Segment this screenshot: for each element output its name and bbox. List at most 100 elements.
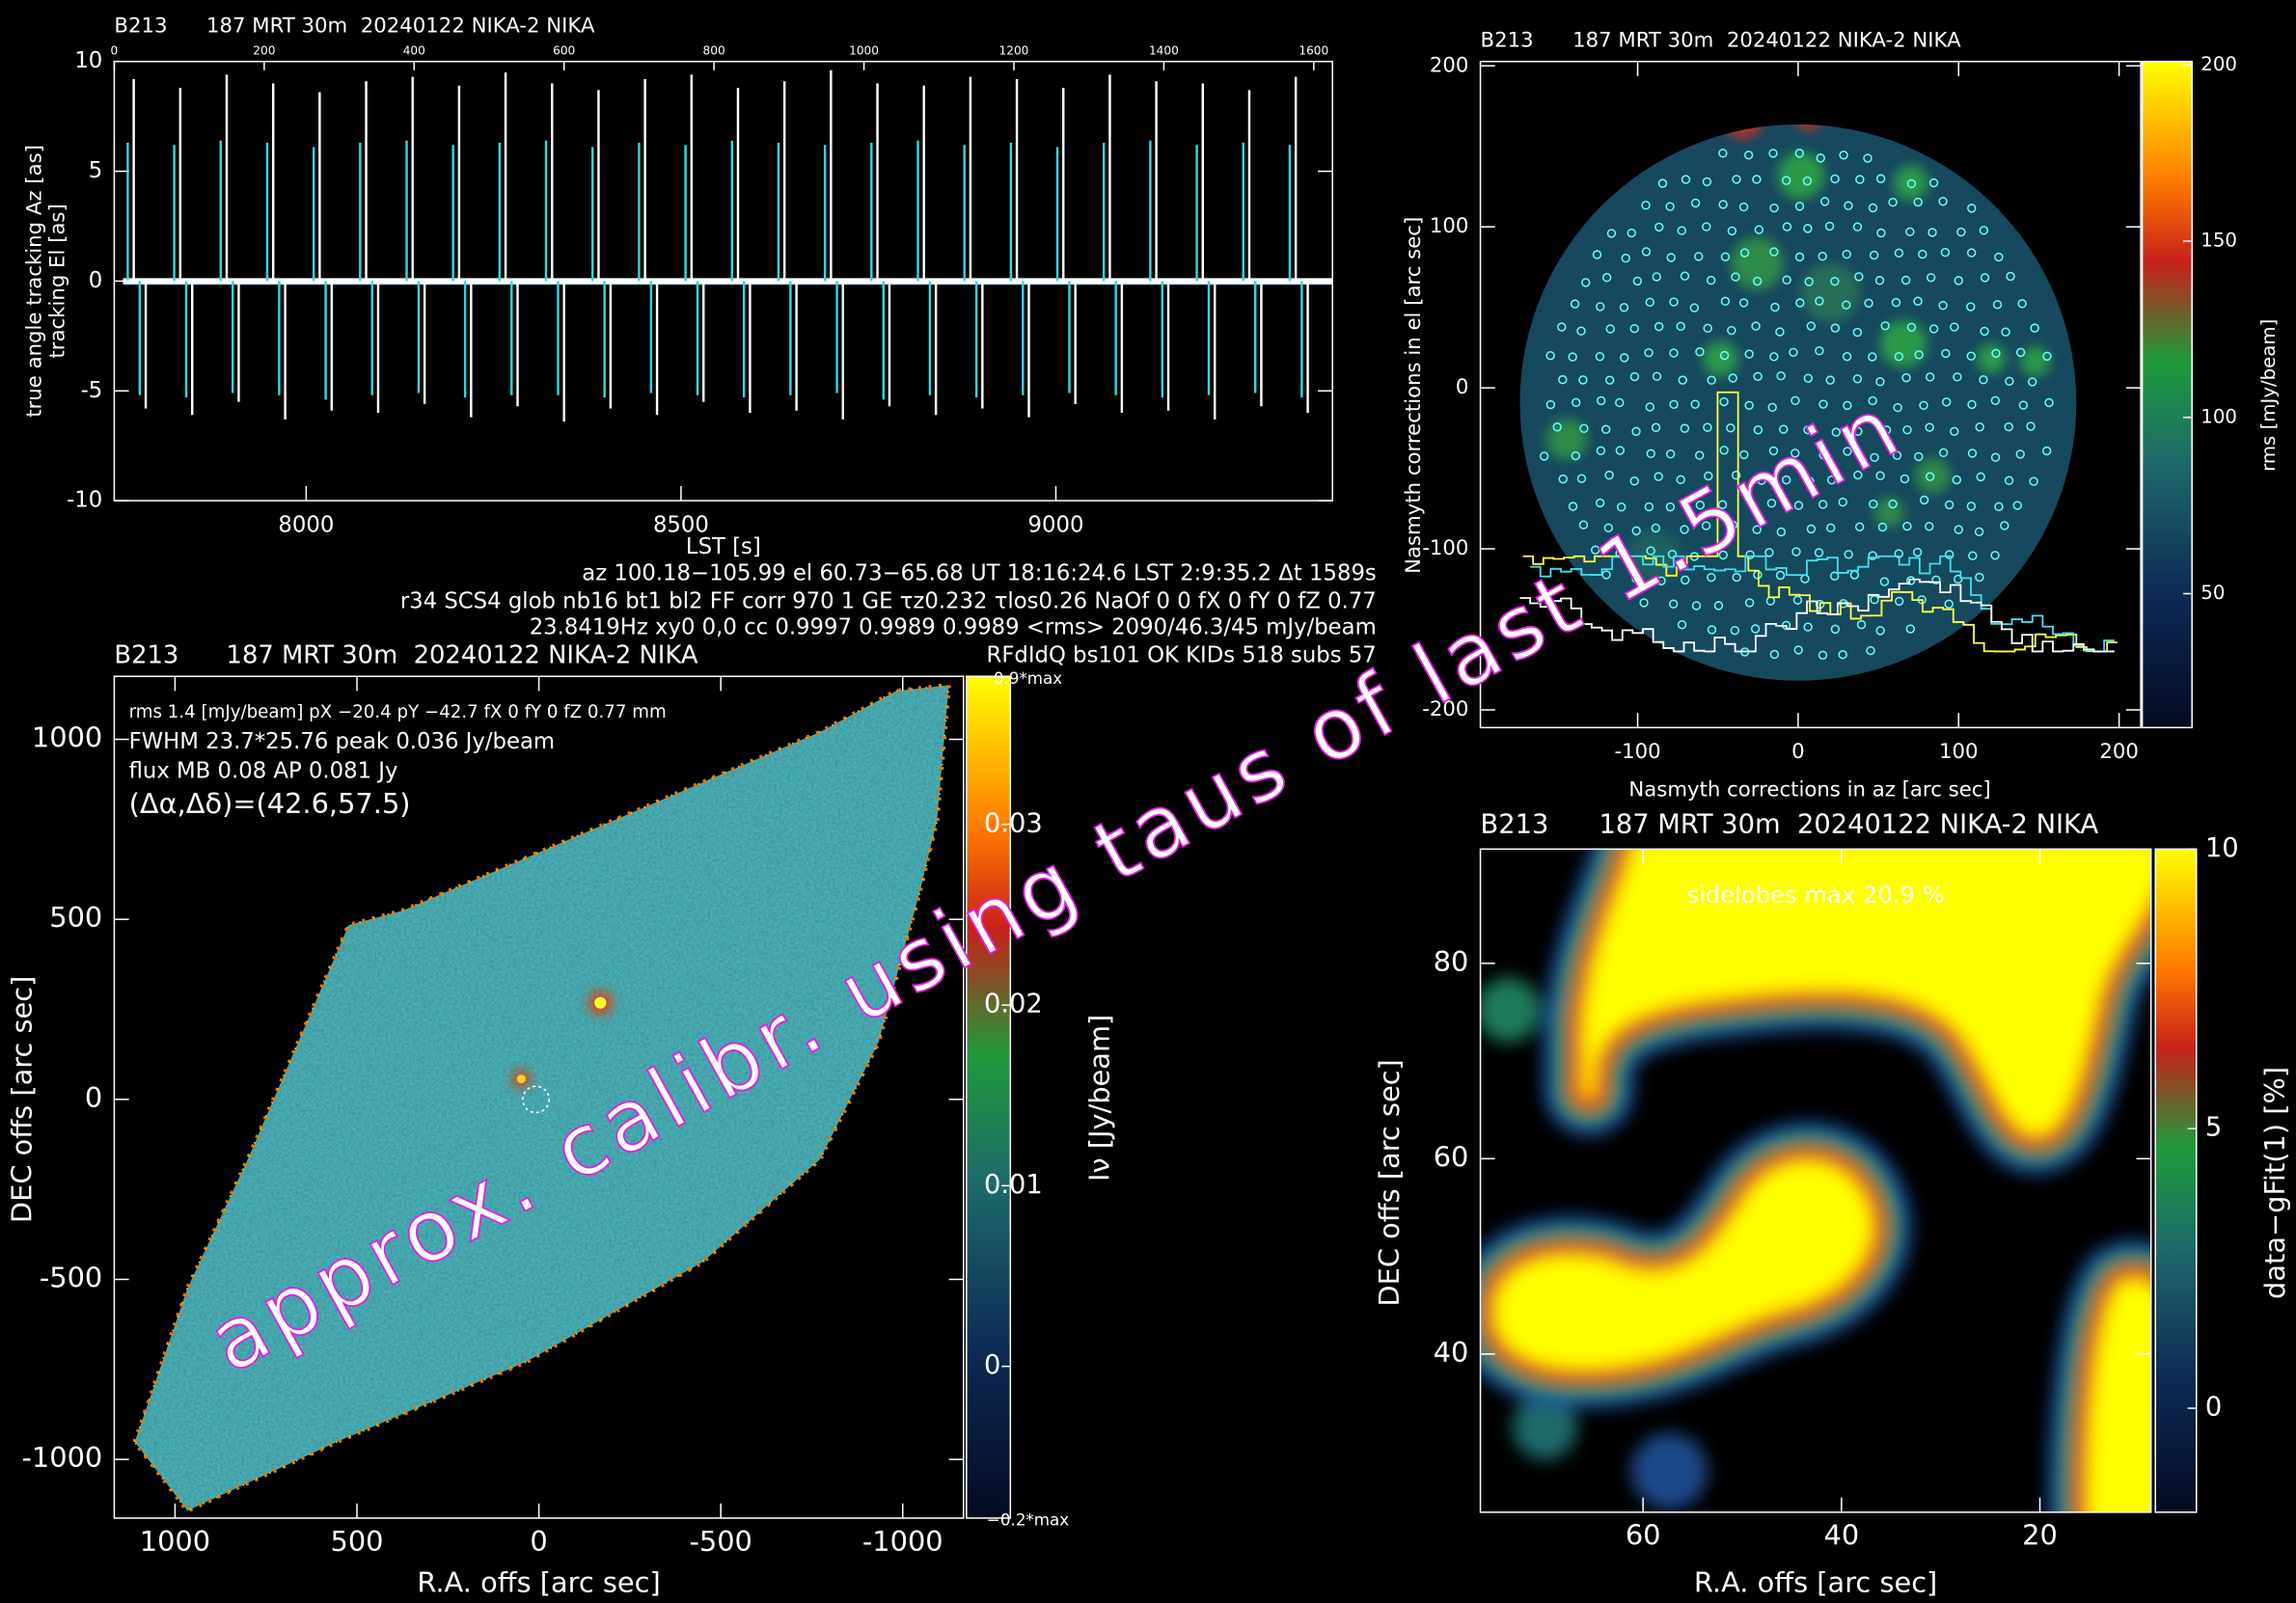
y-tick-label: -5 [81, 378, 103, 403]
kid-marker [1764, 548, 1774, 557]
x-tick-label: 8500 [653, 512, 709, 537]
x-tick-label: 500 [330, 1525, 383, 1558]
kid-marker [1830, 323, 1841, 333]
kid-marker [1790, 395, 1800, 406]
kid-marker [1690, 399, 1700, 409]
kid-marker [1814, 548, 1824, 557]
colorbar [2141, 60, 2193, 729]
kid-marker [1794, 149, 1804, 158]
kid-marker [1925, 372, 1935, 382]
kid-marker [1719, 396, 1729, 407]
kid-marker [1906, 178, 1917, 189]
annotation: rms 1.4 [mJy/beam] pX −20.4 pY −42.7 fX … [129, 702, 667, 722]
kid-marker [1769, 649, 1780, 660]
kid-marker [1616, 503, 1626, 512]
kid-marker [2044, 397, 2054, 408]
kid-marker [1644, 502, 1654, 512]
map-blob [1977, 343, 2007, 374]
kid-marker [1732, 175, 1741, 184]
y-tick-label: 5 [89, 158, 102, 183]
kid-marker [1852, 327, 1863, 338]
kid-marker [1950, 426, 1959, 437]
kid-marker [1665, 202, 1675, 211]
kid-marker [1853, 426, 1863, 436]
kid-marker [1990, 395, 2001, 405]
kid-marker [2015, 449, 2025, 459]
kid-marker [1866, 645, 1875, 656]
kid-marker [1676, 475, 1685, 485]
kid-marker [1818, 399, 1828, 409]
kid-marker [1639, 598, 1649, 608]
kid-marker [1739, 248, 1750, 258]
kid-marker [1992, 300, 2003, 310]
map-blob [1800, 263, 1860, 322]
kid-marker [1654, 222, 1664, 232]
kid-marker [1781, 176, 1791, 185]
kid-marker [2042, 351, 2052, 362]
kid-marker [1880, 321, 1890, 331]
kid-marker [1825, 375, 1835, 385]
colorbar-tick-label: 0 [2205, 1393, 2222, 1423]
kid-marker [1744, 349, 1754, 359]
map-blobs [1480, 849, 2151, 1512]
kid-marker [1931, 575, 1941, 585]
kid-marker [1768, 149, 1778, 158]
kid-marker [1539, 451, 1549, 461]
kid-marker [1595, 498, 1605, 508]
colorbar [966, 675, 1012, 1519]
kid-marker [1928, 177, 1939, 188]
kid-marker [1701, 521, 1711, 530]
kid-marker [1604, 470, 1614, 480]
kid-marker [1805, 476, 1815, 486]
kid-marker [1927, 228, 1937, 237]
kid-marker [1578, 520, 1589, 530]
kid-marker [1925, 472, 1935, 481]
kid-marker [1757, 475, 1766, 485]
kid-marker [1619, 303, 1629, 312]
kid-marker [1802, 176, 1813, 186]
kid-marker [1644, 347, 1654, 358]
kid-marker [1695, 450, 1705, 460]
kid-marker [1629, 371, 1640, 382]
kid-marker [1600, 424, 1611, 434]
kid-marker [1652, 371, 1662, 381]
kid-marker [1645, 402, 1654, 412]
kid-marker [1839, 150, 1848, 160]
kid-marker [1819, 197, 1830, 206]
kid-marker [1680, 525, 1689, 534]
annotation: FWHM 23.7*25.76 peak 0.036 Jy/beam [129, 729, 555, 754]
scan-info: RFdIdQ bs101 OK KIDs 518 subs 57 [987, 642, 1377, 667]
kid-marker [1691, 601, 1702, 611]
kid-marker [1854, 522, 1865, 531]
map-blob [1703, 340, 1738, 377]
x2-tick-label: 1400 [1149, 44, 1179, 58]
kid-marker [1966, 248, 1977, 258]
kid-marker [1902, 424, 1912, 435]
y-tick-label: -1000 [22, 1441, 103, 1474]
kid-marker [1913, 296, 1923, 306]
kid-marker [1665, 502, 1676, 512]
kid-marker [1641, 201, 1651, 210]
kid-marker [1704, 471, 1713, 481]
kid-marker [1665, 448, 1676, 459]
x-tick-label: -100 [1614, 740, 1660, 764]
kid-marker [1868, 352, 1877, 362]
kid-marker [1681, 175, 1691, 184]
kid-marker [1967, 399, 1977, 410]
kid-marker [1695, 501, 1706, 510]
kid-marker [1689, 303, 1700, 312]
kid-marker [1545, 350, 1555, 361]
kid-marker [1719, 446, 1729, 455]
kid-marker [1576, 326, 1586, 336]
kid-marker [1779, 424, 1789, 434]
kid-marker [1592, 250, 1602, 259]
kid-marker [2027, 377, 2037, 387]
kid-marker [1912, 547, 1923, 557]
kid-marker [1938, 448, 1949, 458]
kid-marker [1604, 375, 1615, 385]
kid-marker [1629, 476, 1639, 486]
kid-marker [1654, 321, 1664, 332]
kid-marker [1855, 175, 1865, 184]
kid-marker [1968, 551, 1978, 560]
kid-marker [1852, 374, 1863, 384]
